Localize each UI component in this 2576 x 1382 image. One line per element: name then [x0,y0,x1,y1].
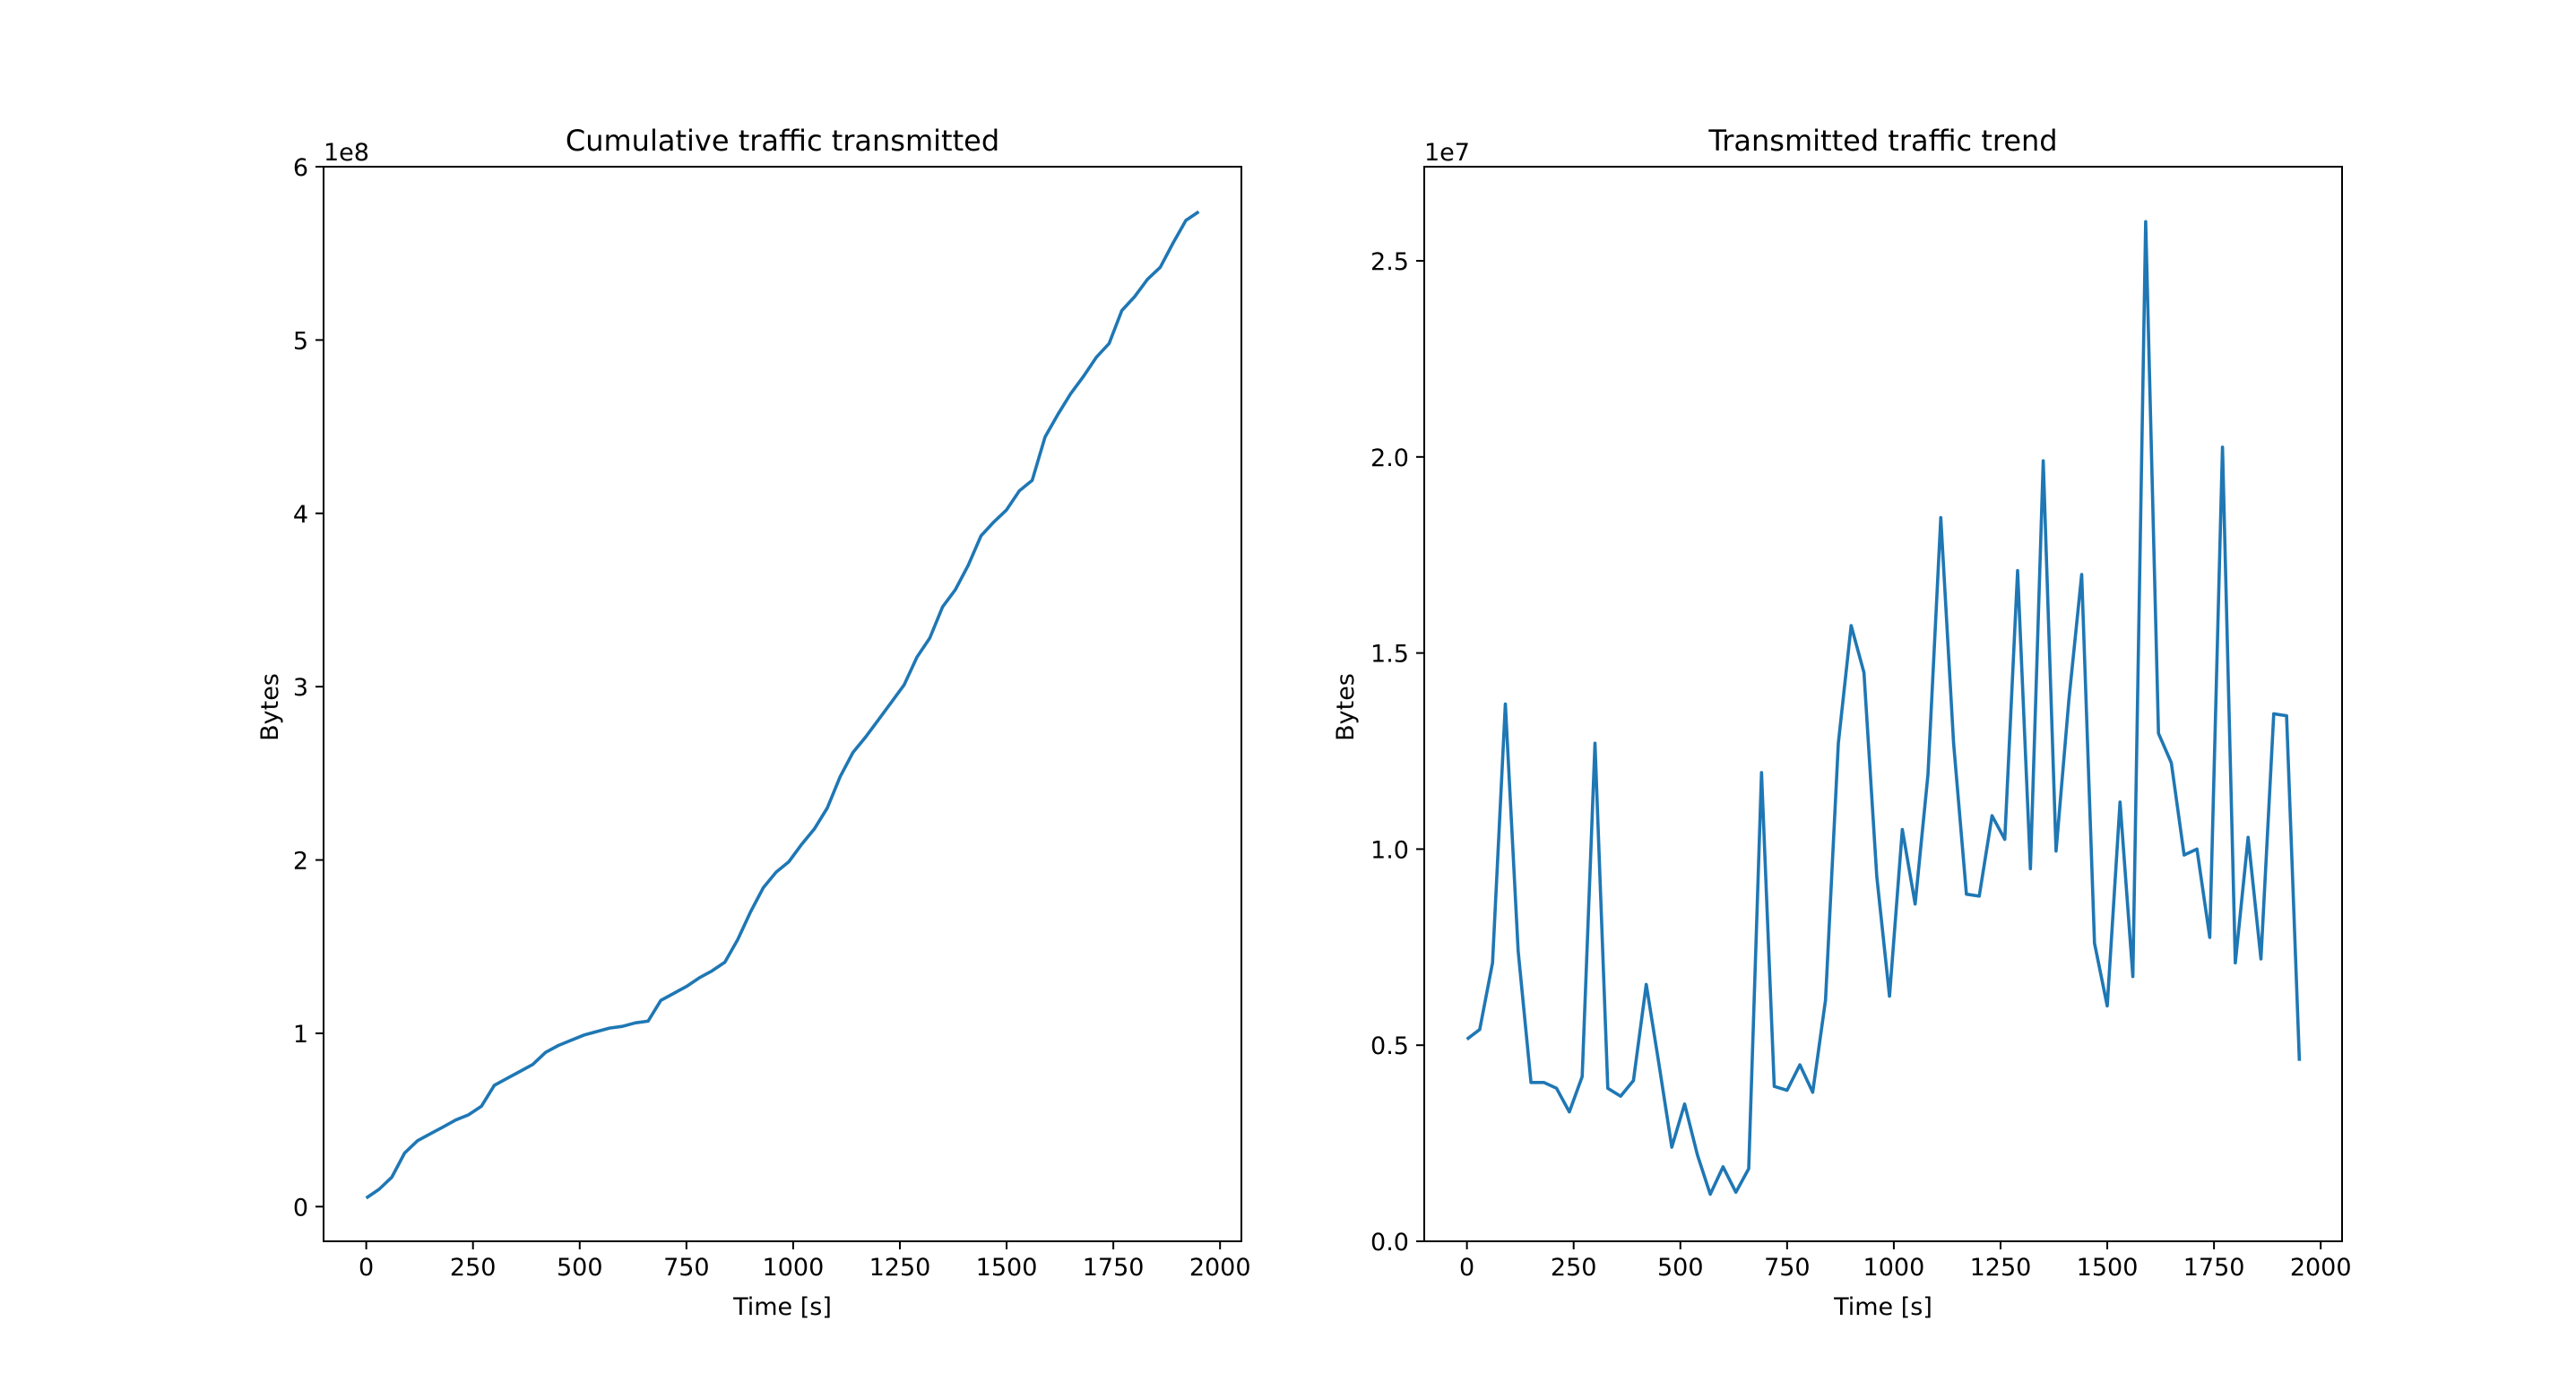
y-tick-label: 0 [293,1194,308,1222]
y-tick-label: 1.0 [1370,836,1409,864]
ticks-layer: 0 250 500 750 1000 1250 1500 1750 2000 0 1 2 3 4 5 6 [293,154,1251,1282]
y-tick-label: 5 [293,327,308,355]
y-tick-label: 2.0 [1370,445,1409,472]
x-tick-label: 1250 [869,1254,931,1282]
y-offset-text: 1e8 [324,139,369,167]
x-tick-label: 0 [359,1254,374,1282]
plot-frame [1423,166,2343,1242]
x-tick-label: 500 [1657,1254,1704,1282]
x-tick-label: 0 [1459,1254,1474,1282]
y-tick-label: 3 [293,674,308,702]
x-tick-label: 1750 [1083,1254,1145,1282]
series-layer [365,210,1200,1200]
chart-transmitted-traffic-trend: Transmitted traffic trend 1e7 Time [s] B… [1332,124,2352,1321]
y-tick-label: 6 [293,154,308,182]
x-tick-label: 1500 [976,1254,1038,1282]
y-tick-label: 2 [293,848,308,876]
x-tick-label: 1750 [2183,1254,2245,1282]
y-axis-label: Bytes [256,673,284,741]
x-tick-label: 750 [1764,1254,1811,1282]
x-tick-label: 250 [1551,1254,1597,1282]
y-tick-label: 0.0 [1370,1229,1409,1257]
x-tick-label: 1000 [1863,1254,1925,1282]
y-tick-label: 0.5 [1370,1032,1409,1060]
y-tick-label: 1 [293,1021,308,1049]
series-layer [1465,220,2302,1196]
x-tick-label: 250 [450,1254,497,1282]
x-axis-label: Time [s] [1833,1293,1932,1321]
series-line [1465,220,2302,1196]
x-axis-label: Time [s] [732,1293,832,1321]
chart-title: Cumulative traffic transmitted [566,124,999,158]
chart-cumulative-traffic: Cumulative traffic transmitted 1e8 Time … [256,124,1251,1321]
x-tick-label: 2000 [2290,1254,2352,1282]
y-tick-label: 1.5 [1370,641,1409,669]
y-tick-label: 4 [293,501,308,529]
x-tick-label: 500 [557,1254,603,1282]
y-tick-label: 2.5 [1370,248,1409,276]
ticks-layer: 0 250 500 750 1000 1250 1500 1750 2000 0.0 0.5 1.0 1… [1370,248,2351,1282]
chart-title: Transmitted traffic trend [1707,124,2057,158]
y-offset-text: 1e7 [1424,139,1470,167]
y-axis-label: Bytes [1332,673,1360,741]
x-tick-label: 1000 [763,1254,825,1282]
x-tick-label: 1250 [1970,1254,2032,1282]
x-tick-label: 750 [663,1254,710,1282]
series-line [365,210,1200,1200]
x-tick-label: 1500 [2077,1254,2139,1282]
x-tick-label: 2000 [1189,1254,1251,1282]
plot-frame [323,166,1242,1242]
